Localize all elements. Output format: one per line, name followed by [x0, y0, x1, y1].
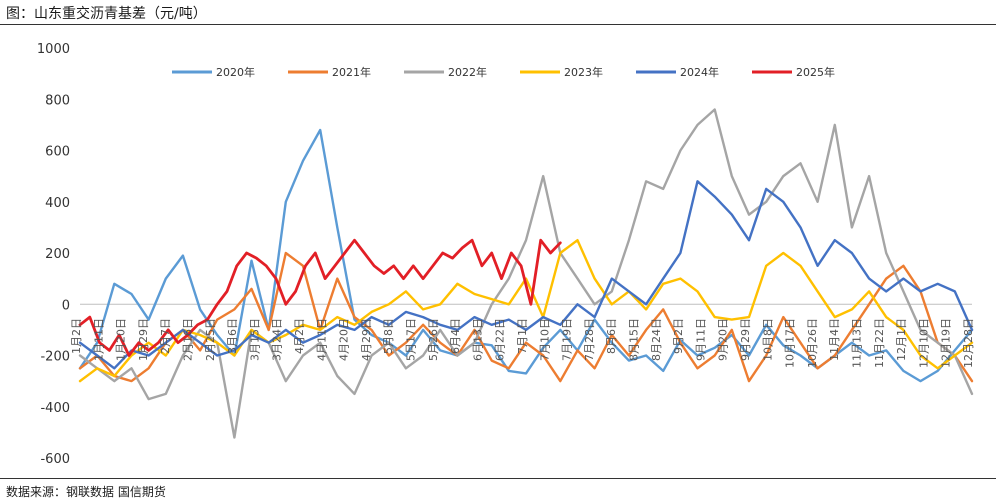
- x-tick-label: 10月26日: [806, 318, 819, 368]
- x-tick-label: 12月1日: [895, 318, 908, 361]
- x-tick-label: 7月19日: [561, 318, 574, 361]
- x-tick-label: 9月29日: [739, 318, 752, 361]
- x-axis: 1月2日 1月11日 1月20日 1月29日 2月7日 2月16日 2月25日 3月6日 3月1…: [70, 318, 975, 368]
- x-tick-label: 7月28日: [583, 318, 596, 361]
- x-tick-label: 2月25日: [204, 318, 217, 361]
- x-tick-label: 6月22日: [494, 318, 507, 361]
- top-divider: [0, 24, 996, 25]
- y-tick-label: 600: [45, 145, 70, 160]
- x-tick-label: 8月6日: [605, 318, 618, 354]
- legend-label: 2021年: [332, 65, 371, 79]
- x-tick-label: 4月20日: [338, 318, 351, 361]
- legend-label: 2025年: [796, 65, 835, 79]
- x-tick-label: 4月11日: [315, 318, 328, 361]
- y-tick-label: 1000: [37, 42, 70, 57]
- x-tick-label: 2月16日: [182, 318, 195, 361]
- x-tick-label: 9月11日: [694, 318, 707, 361]
- x-tick-label: 3月6日: [226, 318, 239, 354]
- y-tick-label: -600: [40, 452, 70, 467]
- x-tick-label: 8月24日: [650, 318, 663, 361]
- legend: 2020年 2021年 2022年 2023年 2024年 2025年: [172, 65, 835, 79]
- x-tick-label: 1月29日: [137, 318, 150, 361]
- x-tick-label: 3月15日: [248, 318, 261, 361]
- y-tick-label: 0: [62, 298, 70, 313]
- x-tick-label: 2月7日: [159, 318, 172, 354]
- x-tick-label: 12月19日: [940, 318, 953, 368]
- x-tick-label: 9月20日: [717, 318, 730, 361]
- x-tick-label: 4月29日: [360, 318, 373, 361]
- series-line-2022年: [78, 108, 974, 439]
- chart-title: 图：山东重交沥青基差（元/吨）: [6, 6, 207, 22]
- y-tick-label: -200: [40, 350, 70, 365]
- x-tick-label: 10月17日: [784, 318, 797, 368]
- x-tick-label: 1月20日: [115, 318, 128, 361]
- data-source: 数据来源：钢联数据 国信期货: [6, 485, 166, 499]
- x-tick-label: 6月13日: [471, 318, 484, 361]
- x-tick-label: 5月8日: [382, 318, 395, 354]
- y-tick-label: 400: [45, 196, 70, 211]
- x-tick-label: 12月28日: [962, 318, 975, 368]
- x-tick-label: 6月4日: [449, 318, 462, 354]
- series-line-2024年: [78, 180, 974, 370]
- x-tick-label: 5月26日: [427, 318, 440, 361]
- x-tick-label: 4月2日: [293, 318, 306, 354]
- legend-label: 2024年: [680, 65, 719, 79]
- y-axis: 1000 800 600 400 200 0 -200 -400 -600: [37, 42, 70, 467]
- x-tick-label: 1月11日: [92, 318, 105, 361]
- x-tick-label: 7月10日: [538, 318, 551, 361]
- bottom-divider: [0, 478, 996, 479]
- x-tick-label: 1月2日: [70, 318, 83, 354]
- x-tick-label: 11月4日: [828, 318, 841, 361]
- x-tick-label: 9月2日: [672, 318, 685, 354]
- legend-label: 2022年: [448, 65, 487, 79]
- series-lines: [78, 108, 974, 439]
- y-tick-label: 200: [45, 247, 70, 262]
- x-tick-label: 8月15日: [628, 318, 641, 361]
- x-tick-label: 10月8日: [761, 318, 774, 361]
- series-line-2021年: [78, 251, 974, 383]
- legend-label: 2020年: [216, 65, 255, 79]
- x-tick-label: 7月1日: [516, 318, 529, 354]
- x-tick-label: 5月17日: [405, 318, 418, 361]
- legend-label: 2023年: [564, 65, 603, 79]
- x-tick-label: 11月13日: [851, 318, 864, 368]
- x-tick-label: 11月22日: [873, 318, 886, 368]
- y-tick-label: 800: [45, 93, 70, 108]
- series-line-2025年: [78, 238, 562, 357]
- x-tick-label: 3月24日: [271, 318, 284, 361]
- x-tick-label: 12月10日: [917, 318, 930, 368]
- y-tick-label: -400: [40, 401, 70, 416]
